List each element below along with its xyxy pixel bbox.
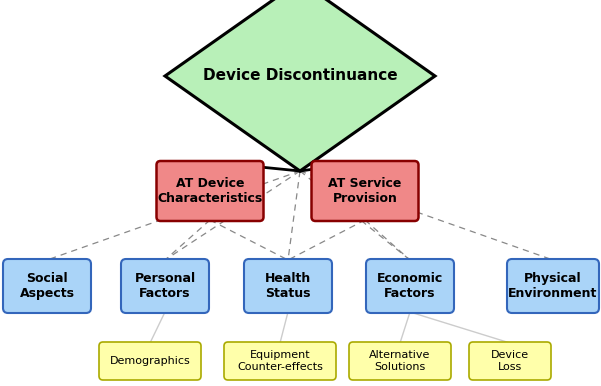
FancyBboxPatch shape [99, 342, 201, 380]
FancyBboxPatch shape [469, 342, 551, 380]
FancyBboxPatch shape [156, 161, 263, 221]
Text: Device
Loss: Device Loss [491, 350, 529, 372]
Text: Alternative
Solutions: Alternative Solutions [369, 350, 431, 372]
FancyBboxPatch shape [3, 259, 91, 313]
FancyBboxPatch shape [224, 342, 336, 380]
FancyBboxPatch shape [121, 259, 209, 313]
FancyBboxPatch shape [366, 259, 454, 313]
Polygon shape [165, 0, 435, 171]
Text: Personal
Factors: Personal Factors [135, 272, 195, 300]
Text: AT Device
Characteristics: AT Device Characteristics [157, 177, 263, 205]
Text: Equipment
Counter-effects: Equipment Counter-effects [237, 350, 323, 372]
FancyBboxPatch shape [349, 342, 451, 380]
Text: Physical
Environment: Physical Environment [508, 272, 597, 300]
FancyBboxPatch shape [244, 259, 332, 313]
Text: Demographics: Demographics [109, 356, 191, 366]
Text: AT Service
Provision: AT Service Provision [328, 177, 401, 205]
FancyBboxPatch shape [507, 259, 599, 313]
Text: Economic
Factors: Economic Factors [377, 272, 443, 300]
Text: Device Discontinuance: Device Discontinuance [203, 68, 397, 83]
FancyBboxPatch shape [311, 161, 418, 221]
Text: Health
Status: Health Status [265, 272, 311, 300]
Text: Social
Aspects: Social Aspects [19, 272, 75, 300]
